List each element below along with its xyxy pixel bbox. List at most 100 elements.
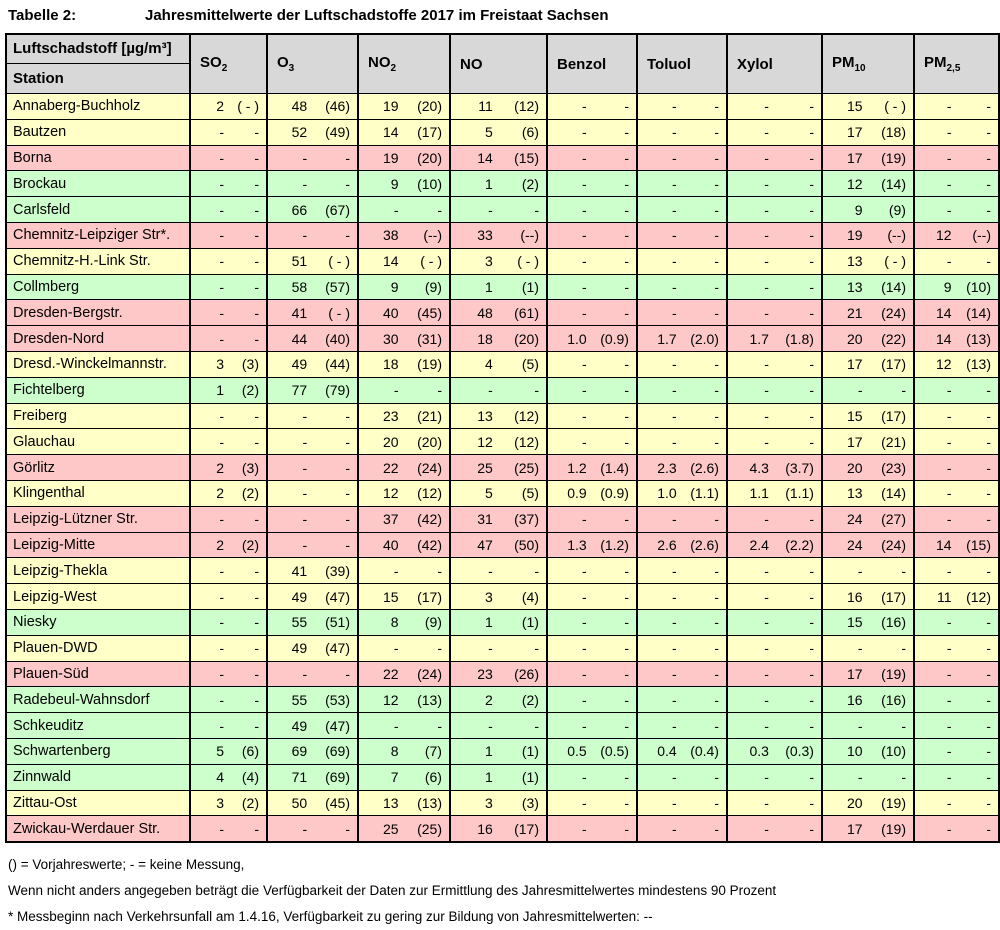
- column-header-subscript: 3: [288, 63, 295, 74]
- previous-year-value: -: [809, 253, 814, 270]
- value-cell-xylol: --: [726, 815, 823, 843]
- current-value: -: [582, 717, 587, 734]
- value-cell-xylol: --: [726, 350, 823, 378]
- value-cell-pm25: --: [913, 376, 1000, 404]
- previous-year-value: -: [714, 278, 719, 295]
- previous-year-value: -: [809, 820, 814, 837]
- station-name: Chemnitz-Leipziger Str*.: [5, 221, 191, 249]
- previous-year-value: (3.7): [785, 459, 814, 476]
- previous-year-value: (40): [325, 330, 350, 347]
- previous-year-value: (0.5): [600, 743, 629, 760]
- current-value: 41: [291, 304, 308, 321]
- current-value: 44: [291, 330, 308, 347]
- value-cell-no2: 13 (13): [357, 789, 451, 817]
- table-row: Leipzig-Mitte 2 (2) - -40 (42) 47 (50) 1.3 (1.2) 2…: [5, 531, 1000, 559]
- value-cell-xylol: --: [726, 428, 823, 456]
- value-cell-no2: 14 (17): [357, 118, 451, 146]
- current-value: 1.7: [657, 330, 677, 347]
- station-name: Zittau-Ost: [5, 789, 191, 817]
- previous-year-value: -: [254, 433, 259, 450]
- previous-year-value: -: [986, 175, 991, 192]
- current-value: 50: [291, 794, 308, 811]
- value-cell-toluol: --: [636, 196, 728, 223]
- current-value: -: [946, 794, 952, 811]
- value-cell-xylol: --: [726, 118, 823, 146]
- previous-year-value: (23): [881, 459, 906, 476]
- value-cell-benzol: --: [546, 505, 638, 533]
- current-value: -: [582, 382, 587, 399]
- value-cell-o3: 41 ( - ): [266, 299, 359, 327]
- value-cell-o3: 44 (40): [266, 325, 359, 352]
- previous-year-value: (19): [881, 820, 906, 837]
- current-value: 12: [847, 175, 863, 192]
- value-cell-pm25: 9 (10): [913, 273, 1000, 301]
- station-name: Plauen-DWD: [5, 634, 191, 662]
- previous-year-value: -: [345, 665, 350, 682]
- previous-year-value: -: [986, 201, 991, 218]
- station-name: Leipzig-Mitte: [5, 531, 191, 559]
- current-value: -: [764, 640, 769, 657]
- value-cell-no: 12 (12): [449, 428, 548, 456]
- value-cell-pm10: 13 (14): [821, 273, 915, 301]
- previous-year-value: -: [624, 382, 629, 399]
- previous-year-value: (10): [966, 278, 991, 295]
- value-cell-so2: --: [189, 660, 268, 688]
- current-value: -: [672, 614, 677, 631]
- previous-year-value: -: [986, 382, 991, 399]
- value-cell-xylol: --: [726, 221, 823, 249]
- value-cell-toluol: --: [636, 144, 728, 172]
- station-name: Plauen-Süd: [5, 660, 191, 688]
- table-row: Zwickau-Werdauer Str. - - - -25 (25) 16 (17) - - -…: [5, 815, 1000, 843]
- value-cell-benzol: --: [546, 763, 638, 791]
- value-cell-so2: --: [189, 428, 268, 456]
- value-cell-benzol: --: [546, 221, 638, 249]
- value-cell-pm10: 13 ( - ): [821, 247, 915, 275]
- previous-year-value: (1): [521, 743, 539, 760]
- previous-year-value: -: [345, 149, 350, 166]
- column-header-subscript: 2: [221, 63, 228, 74]
- previous-year-value: -: [986, 794, 991, 811]
- current-value: -: [672, 149, 677, 166]
- value-cell-pm10: 16 (17): [821, 583, 915, 610]
- current-value: -: [582, 304, 587, 321]
- value-cell-no2: 15 (17): [357, 583, 451, 610]
- previous-year-value: (7): [424, 743, 442, 760]
- value-cell-o3: 52 (49): [266, 118, 359, 146]
- current-value: -: [582, 253, 587, 270]
- previous-year-value: (44): [325, 356, 350, 373]
- current-value: 15: [847, 98, 863, 115]
- table-row: Fichtelberg 1 (2) 77 (79) - - - - - - - - - - - - - -: [5, 376, 1000, 404]
- value-cell-benzol: --: [546, 93, 638, 120]
- previous-year-value: -: [624, 149, 629, 166]
- previous-year-value: -: [345, 407, 350, 424]
- current-value: -: [219, 588, 224, 605]
- value-cell-so2: --: [189, 299, 268, 327]
- value-cell-no2: 40 (42): [357, 531, 451, 559]
- previous-year-value: -: [714, 665, 719, 682]
- current-value: -: [219, 820, 224, 837]
- previous-year-value: -: [986, 253, 991, 270]
- value-cell-no2: 25 (25): [357, 815, 451, 843]
- previous-year-value: (9): [888, 201, 906, 218]
- value-cell-xylol: --: [726, 144, 823, 172]
- current-value: 49: [291, 640, 308, 657]
- value-cell-benzol: --: [546, 247, 638, 275]
- value-cell-no: 5 (6): [449, 118, 548, 146]
- value-cell-xylol: --: [726, 608, 823, 636]
- previous-year-value: -: [345, 485, 350, 502]
- current-value: -: [219, 330, 224, 347]
- previous-year-value: (12): [514, 433, 539, 450]
- previous-year-value: ( - ): [237, 98, 259, 115]
- value-cell-xylol: --: [726, 763, 823, 791]
- current-value: -: [302, 459, 308, 476]
- current-value: -: [946, 511, 952, 528]
- previous-year-value: -: [986, 124, 991, 141]
- current-value: 5: [485, 124, 493, 141]
- current-value: 14: [383, 253, 399, 270]
- current-value: 12: [935, 356, 952, 373]
- value-cell-no2: --: [357, 634, 451, 662]
- value-cell-no2: 30 (31): [357, 325, 451, 352]
- value-cell-toluol: 0.4 (0.4): [636, 737, 728, 765]
- value-cell-benzol: --: [546, 350, 638, 378]
- previous-year-value: -: [254, 175, 259, 192]
